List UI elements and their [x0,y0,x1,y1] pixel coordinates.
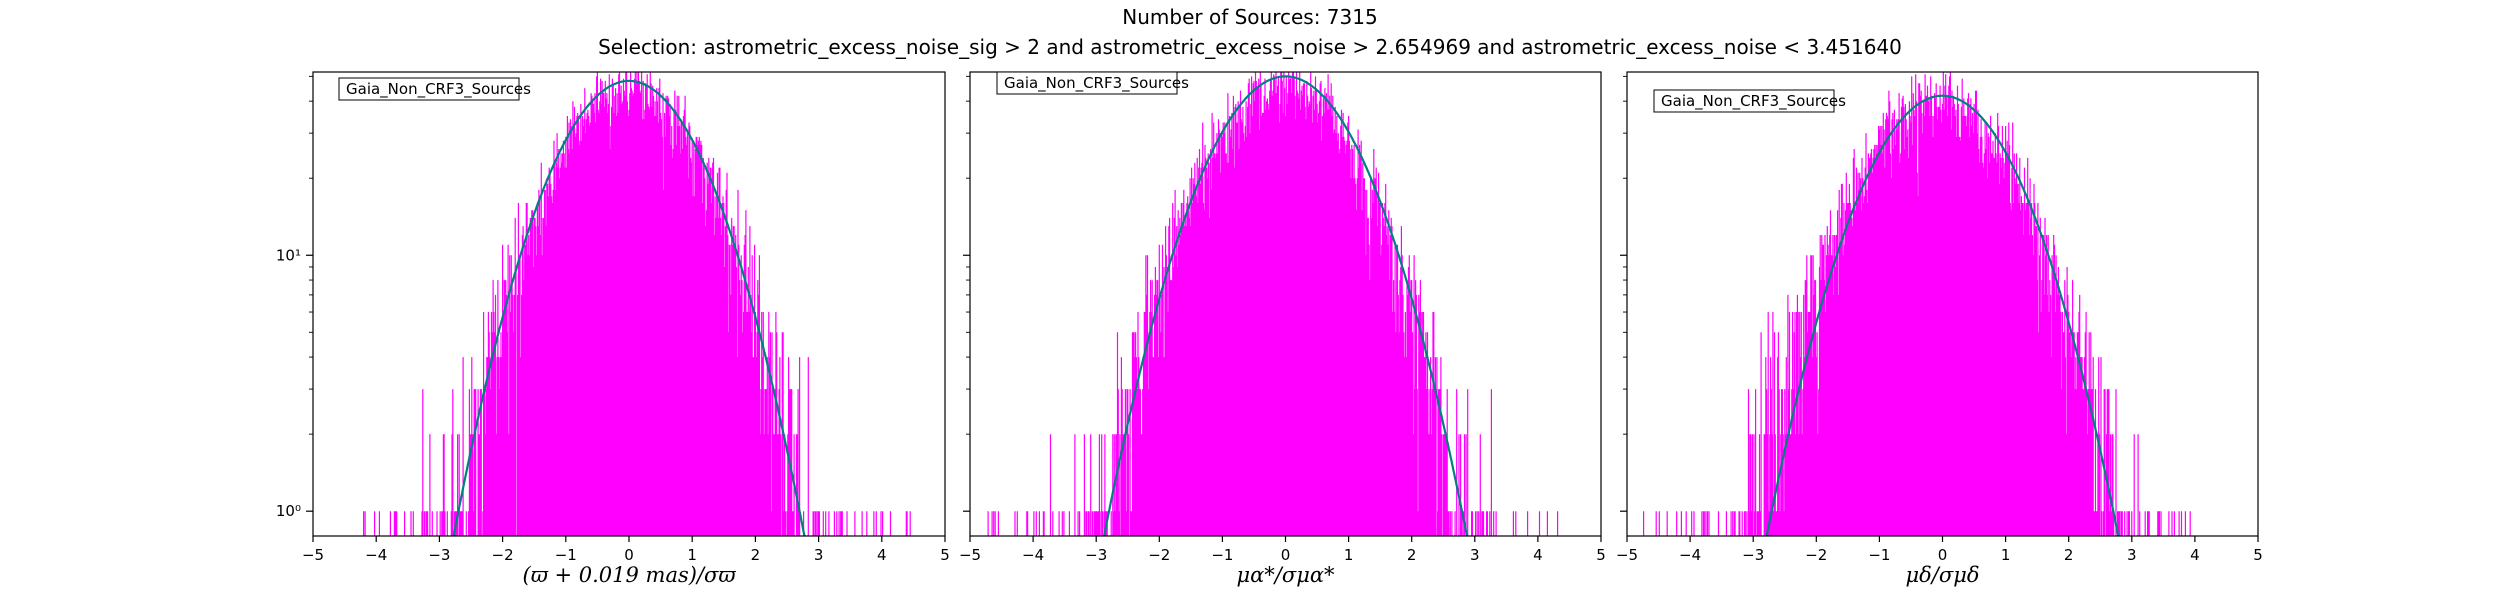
histogram-series [363,72,911,536]
x-tick-label: −4 [1022,546,1044,564]
histogram-panel-pmdec: −5 −4 −3 −2 −1 0 1 2 3 4 5 Gaia_Non_CRF3_Sources μδ/… [1616,71,2263,587]
x-tick-label: 5 [2253,546,2263,564]
x-tick-label: 0 [624,546,634,564]
x-tick-label: 0 [1938,546,1948,564]
x-tick-label: −1 [1868,546,1890,564]
legend-label: Gaia_Non_CRF3_Sources [1661,92,1846,111]
x-tick-label: −1 [1211,546,1233,564]
y-tick-label: 10¹ [276,246,301,264]
y-tick-label: 10⁰ [276,502,301,520]
gaussian-fit-curve [1102,75,1469,536]
x-tick-label: 3 [1470,546,1480,564]
x-tick-label: 4 [2190,546,2200,564]
x-tick-label: −3 [1742,546,1764,564]
legend-box [338,77,520,101]
x-tick-label: 3 [814,546,824,564]
x-tick-label: 1 [2001,546,2011,564]
x-tick-label: 5 [940,546,950,564]
x-axis-label: μα*/σμα* [1236,563,1335,587]
x-tick-label: −1 [555,546,577,564]
legend-label: Gaia_Non_CRF3_Sources [346,80,531,99]
x-tick-label: 4 [877,546,887,564]
gaussian-fit-curve [452,79,806,536]
x-tick-label: 1 [1344,546,1354,564]
histogram-panel-pmra: −5 −4 −3 −2 −1 0 1 2 3 4 5 Gaia_Non_CRF3_Sources μα*… [959,71,1606,587]
x-tick-label: 2 [1407,546,1417,564]
histogram-series [987,72,1559,536]
legend-box [1653,89,1835,113]
figure-subtitle: Selection: astrometric_excess_noise_sig … [598,35,1902,59]
x-tick-label: −5 [302,546,324,564]
legend: Gaia_Non_CRF3_Sources [338,77,531,101]
x-tick-label: 1 [687,546,697,564]
histogram-bars [987,72,1559,536]
x-axis-label: μδ/σμδ [1906,563,1980,587]
histogram-bars [363,72,911,536]
x-tick-label: 0 [1281,546,1291,564]
x-tick-label: −2 [492,546,514,564]
gaussian-fit-curve [1765,94,2120,536]
legend: Gaia_Non_CRF3_Sources [996,71,1189,95]
x-tick-label: −5 [1616,546,1638,564]
histogram-panel-parallax: −5 −4 −3 −2 −1 0 1 2 3 4 5 10⁰ 10¹ Gaia_Non_CRF3_Sour… [276,71,950,587]
legend-label: Gaia_Non_CRF3_Sources [1004,74,1189,93]
histogram-bars [1643,72,2191,536]
x-tick-label: 5 [1596,546,1606,564]
figure-title: Number of Sources: 7315 [1122,5,1377,29]
x-tick-label: 3 [2127,546,2137,564]
x-tick-label: −3 [1085,546,1107,564]
x-tick-label: −5 [959,546,981,564]
x-tick-label: −3 [428,546,450,564]
x-tick-label: 4 [1533,546,1543,564]
legend: Gaia_Non_CRF3_Sources [1653,89,1846,113]
x-tick-label: −4 [1679,546,1701,564]
x-tick-label: 2 [2064,546,2074,564]
x-tick-label: −2 [1148,546,1170,564]
x-tick-label: −2 [1805,546,1827,564]
histogram-series [1643,72,2191,536]
x-axis-label: (ϖ + 0.019 mas)/σϖ [523,563,737,587]
legend-box [996,71,1178,95]
x-tick-label: 2 [751,546,761,564]
x-tick-label: −4 [365,546,387,564]
